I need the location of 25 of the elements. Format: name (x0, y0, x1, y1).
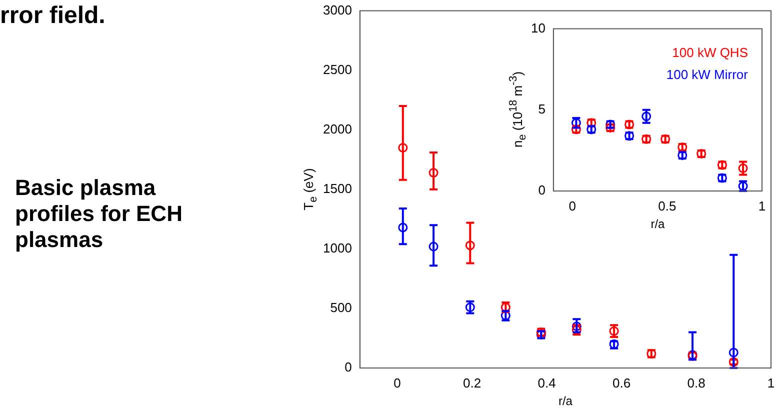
y-tick-label: 0 (344, 360, 352, 375)
y-tick-label: 1000 (323, 240, 352, 256)
x-axis-title: r/a (558, 394, 573, 408)
y-tick-label: 10 (530, 20, 546, 36)
y-tick-label: 2000 (323, 121, 352, 136)
text: Basic plasma profiles for ECH plasmas (15, 175, 184, 253)
x-tick-label: 0.6 (612, 375, 631, 390)
text: rror field. (0, 2, 106, 30)
x-tick-label: 0.2 (462, 375, 482, 390)
y-tick-label: 3000 (323, 2, 352, 18)
x-axis-title: r/a (650, 217, 666, 232)
y-tick-label: 5 (538, 101, 546, 116)
y-tick-label: 2500 (323, 62, 352, 77)
x-tick-label: 0.5 (658, 198, 676, 214)
x-tick-label: 1 (767, 375, 775, 390)
x-tick-label: 0 (394, 375, 401, 390)
x-tick-label: 0.8 (687, 375, 706, 390)
x-tick-label: 0.4 (538, 375, 556, 390)
y-tick-label: 1500 (323, 180, 352, 196)
x-tick-label: 0 (568, 198, 576, 214)
text: 100 kW QHS (672, 44, 748, 60)
x-tick-label: 1 (758, 198, 766, 214)
text: 100 kW Mirror (666, 66, 749, 82)
y-tick-label: 0 (538, 182, 546, 198)
y-tick-label: 500 (330, 300, 352, 316)
